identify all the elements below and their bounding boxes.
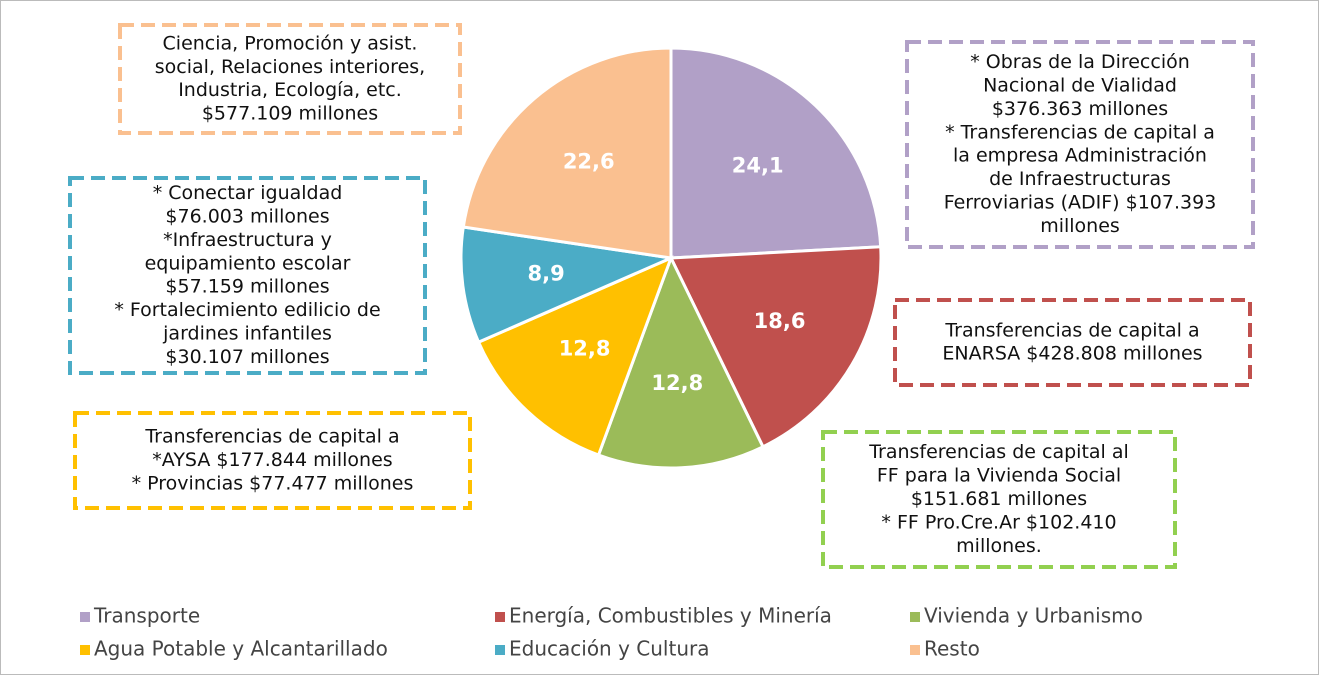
legend-swatch xyxy=(910,645,920,655)
annotation-line: Nacional de Vialidad xyxy=(983,75,1177,97)
legend-swatch xyxy=(80,612,90,622)
data-label: 12,8 xyxy=(651,371,703,395)
data-label: 24,1 xyxy=(732,154,784,178)
annotation-line: * Conectar igualdad xyxy=(153,182,343,204)
pie-slice xyxy=(459,225,677,345)
data-label: 8,9 xyxy=(527,262,564,286)
annotation-box xyxy=(905,40,1255,249)
annotation-line: $57.159 millones xyxy=(165,276,329,298)
annotation-box xyxy=(821,430,1177,569)
legend-label: Vivienda y Urbanismo xyxy=(924,604,1143,628)
annotation-line: *Infraestructura y xyxy=(163,229,332,251)
annotation-line: FF para la Vivienda Social xyxy=(877,465,1121,487)
annotation-line: la empresa Administración xyxy=(953,145,1207,167)
legend-swatch xyxy=(910,612,920,622)
legend-label: Resto xyxy=(924,637,980,661)
legend-label: Energía, Combustibles y Minería xyxy=(509,604,832,628)
annotation-line: equipamiento escolar xyxy=(145,252,351,274)
data-label: 18,6 xyxy=(754,309,806,333)
legend-label: Agua Potable y Alcantarillado xyxy=(94,637,388,661)
legend-label: Transporte xyxy=(93,604,200,628)
annotation-line: $577.109 millones xyxy=(202,103,378,125)
annotation-line: * Transferencias de capital a xyxy=(945,121,1215,143)
legend-swatch xyxy=(80,645,90,655)
legend-swatch xyxy=(495,645,505,655)
annotation-line: * FF Pro.Cre.Ar $102.410 xyxy=(881,511,1116,533)
annotation-line: $30.107 millones xyxy=(165,346,329,368)
annotation-line: Ciencia, Promoción y asist. xyxy=(163,32,418,54)
pie-slice xyxy=(669,46,883,260)
annotation-line: ENARSA $428.808 millones xyxy=(942,343,1202,365)
annotation-box xyxy=(73,411,472,510)
annotation-line: jardines infantiles xyxy=(162,323,332,345)
annotation-line: * Obras de la Dirección xyxy=(970,51,1190,73)
pie-slice xyxy=(596,254,765,470)
annotation-line: millones xyxy=(1040,215,1120,237)
annotation-line: Industria, Ecología, etc. xyxy=(178,79,402,101)
annotation-box xyxy=(118,23,462,135)
pie-slice xyxy=(461,46,673,260)
annotation-line: * Provincias $77.477 millones xyxy=(132,472,414,494)
annotation-line: Transferencias de capital al xyxy=(868,441,1129,463)
data-label: 12,8 xyxy=(559,337,611,361)
annotation-line: *AYSA $177.844 millones xyxy=(152,449,392,471)
annotation-line: Transferencias de capital a xyxy=(944,319,1199,341)
data-label: 22,6 xyxy=(563,150,615,174)
annotation-line: social, Relaciones interiores, xyxy=(155,56,425,78)
annotation-line: millones. xyxy=(956,535,1042,557)
annotation-line: * Fortalecimiento edilicio de xyxy=(114,299,380,321)
annotation-box xyxy=(893,298,1252,387)
pie-slice xyxy=(476,255,674,458)
annotation-line: $76.003 millones xyxy=(165,206,329,228)
legend-label: Educación y Cultura xyxy=(509,637,709,661)
annotation-line: $151.681 millones xyxy=(911,488,1087,510)
annotation-box xyxy=(68,176,427,375)
pie-slice xyxy=(668,245,883,449)
annotation-line: Ferroviarias (ADIF) $107.393 xyxy=(944,192,1217,214)
legend-swatch xyxy=(495,612,505,622)
annotation-line: de Infraestructuras xyxy=(989,168,1171,190)
annotation-line: $376.363 millones xyxy=(992,98,1168,120)
annotation-line: Transferencias de capital a xyxy=(144,426,399,448)
